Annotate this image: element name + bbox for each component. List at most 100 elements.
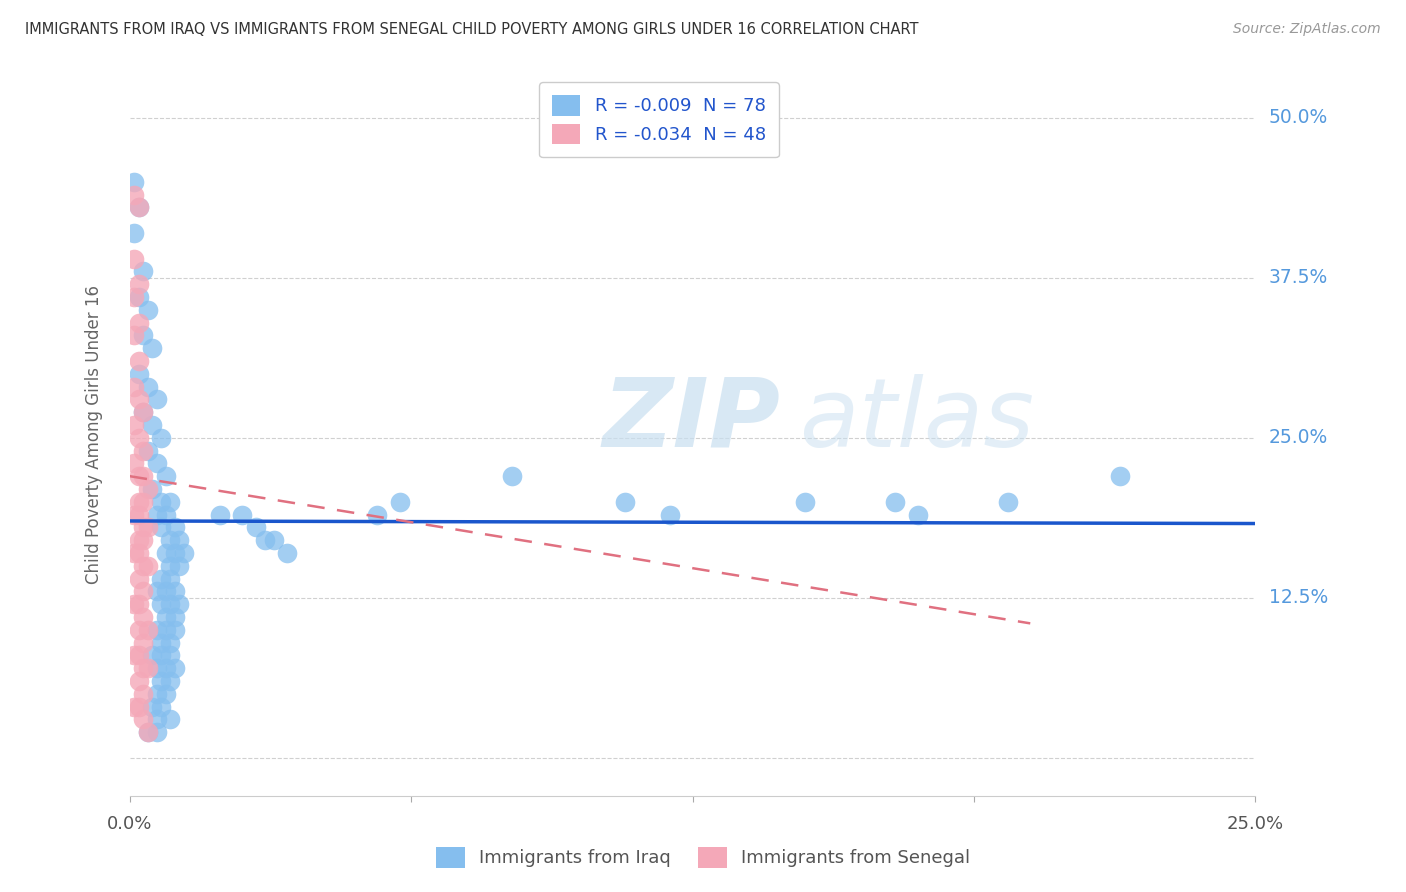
Point (128, 495, 150, 509)
Point (141, 699, 163, 714)
Point (145, 392, 167, 407)
Text: 0.0%: 0.0% (107, 815, 152, 833)
Point (122, 456, 145, 470)
Point (128, 623, 150, 637)
Point (150, 699, 173, 714)
Point (159, 572, 181, 586)
Text: IMMIGRANTS FROM IRAQ VS IMMIGRANTS FROM SENEGAL CHILD POVERTY AMONG GIRLS UNDER : IMMIGRANTS FROM IRAQ VS IMMIGRANTS FROM … (25, 22, 918, 37)
Point (128, 648, 150, 663)
Text: 25.0%: 25.0% (1227, 815, 1284, 833)
Point (907, 508, 929, 522)
Point (132, 635, 155, 649)
Point (163, 584, 186, 599)
Point (128, 354, 150, 368)
Point (122, 546, 145, 560)
Point (122, 508, 145, 522)
Point (155, 610, 177, 624)
Point (208, 508, 231, 522)
Point (132, 495, 155, 509)
Point (163, 623, 186, 637)
Point (132, 558, 155, 573)
Point (136, 379, 159, 393)
Point (997, 495, 1019, 509)
Point (128, 699, 150, 714)
Point (276, 546, 298, 560)
Point (128, 469, 150, 483)
Point (150, 673, 173, 688)
Point (1109, 469, 1132, 483)
Point (145, 584, 167, 599)
Point (167, 597, 190, 611)
Point (155, 584, 177, 599)
Point (163, 610, 186, 624)
Point (132, 533, 155, 548)
Point (155, 546, 177, 560)
Point (145, 725, 167, 739)
Point (501, 469, 523, 483)
Text: Source: ZipAtlas.com: Source: ZipAtlas.com (1233, 22, 1381, 37)
Point (150, 635, 173, 649)
Point (141, 341, 163, 355)
Point (155, 687, 177, 701)
Point (128, 367, 150, 381)
Point (132, 661, 155, 675)
Point (132, 469, 155, 483)
Point (145, 661, 167, 675)
Point (155, 469, 177, 483)
Point (163, 661, 186, 675)
Point (122, 648, 145, 663)
Point (132, 443, 155, 458)
Point (884, 495, 907, 509)
Point (150, 648, 173, 663)
Text: 25.0%: 25.0% (1268, 428, 1329, 447)
Point (122, 328, 145, 343)
Point (150, 520, 173, 534)
Point (136, 302, 159, 317)
Point (128, 572, 150, 586)
Point (167, 533, 190, 548)
Point (128, 200, 150, 214)
Point (132, 712, 155, 726)
Point (122, 699, 145, 714)
Point (366, 508, 388, 522)
Point (122, 187, 145, 202)
Point (145, 623, 167, 637)
Point (122, 290, 145, 304)
Point (253, 533, 276, 548)
Point (159, 495, 181, 509)
Point (159, 558, 181, 573)
Point (150, 572, 173, 586)
Point (122, 417, 145, 432)
Point (155, 508, 177, 522)
Point (128, 392, 150, 407)
Point (122, 597, 145, 611)
Point (794, 495, 817, 509)
Point (167, 558, 190, 573)
Point (132, 610, 155, 624)
Point (150, 431, 173, 445)
Point (122, 175, 145, 189)
Point (245, 520, 267, 534)
Point (128, 533, 150, 548)
Point (128, 290, 150, 304)
Legend: Immigrants from Iraq, Immigrants from Senegal: Immigrants from Iraq, Immigrants from Se… (425, 836, 981, 879)
Point (159, 597, 181, 611)
Point (128, 673, 150, 688)
Point (159, 673, 181, 688)
Point (173, 546, 195, 560)
Point (141, 648, 163, 663)
Point (132, 520, 155, 534)
Point (159, 635, 181, 649)
Point (159, 533, 181, 548)
Point (136, 725, 159, 739)
Point (155, 661, 177, 675)
Point (132, 405, 155, 419)
Point (141, 417, 163, 432)
Point (128, 508, 150, 522)
Point (136, 443, 159, 458)
Point (132, 405, 155, 419)
Point (132, 264, 155, 278)
Point (136, 661, 159, 675)
Point (132, 584, 155, 599)
Point (122, 252, 145, 266)
